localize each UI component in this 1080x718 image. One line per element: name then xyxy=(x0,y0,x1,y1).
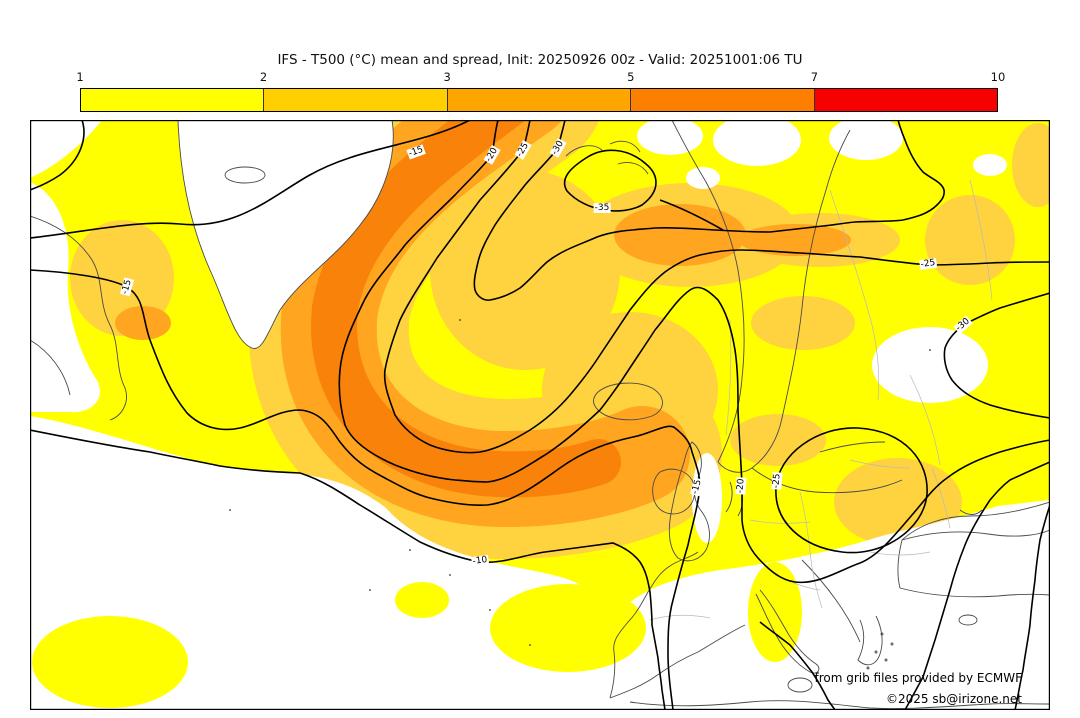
contour-minus35-closed xyxy=(563,149,657,212)
colorbar-segment xyxy=(264,89,448,111)
colorbar-segment xyxy=(631,89,815,111)
colorbar-tick: 5 xyxy=(627,70,635,84)
colorbar-segment xyxy=(447,89,632,111)
map-area: -15 -20 -25 -30 -35 -25 -30 -15 -10 -15 -20 -25 xyxy=(30,120,1050,710)
contour-topleft-segment xyxy=(30,120,85,191)
spread-fill-low xyxy=(30,120,1050,710)
contour-minus30 xyxy=(473,120,945,301)
country-borders xyxy=(649,179,993,621)
contour-minus15-trough xyxy=(30,269,701,710)
contour-minus25 xyxy=(383,120,1050,454)
spread-fill-islands xyxy=(32,562,802,708)
contour-minus15-greenland xyxy=(30,120,471,239)
contour-minus35-tail xyxy=(659,199,724,231)
colorbar-segments xyxy=(81,89,998,111)
colorbar-segment xyxy=(81,89,265,111)
chart-title: IFS - T500 (°C) mean and spread, Init: 2… xyxy=(277,52,803,68)
contour-south-italy xyxy=(759,621,836,710)
spread-fill-5-7 xyxy=(311,120,621,498)
colorbar-tick: 3 xyxy=(443,70,451,84)
colorbar xyxy=(80,88,998,112)
attribution-copyright: ©2025 sb@irizone.net xyxy=(886,692,1022,706)
colorbar-tick: 1 xyxy=(76,70,84,84)
contour-minus10 xyxy=(30,429,666,710)
contour-minus20 xyxy=(338,120,1050,584)
dot-markers xyxy=(229,319,931,646)
mean-contours xyxy=(30,120,1050,710)
colorbar-segment xyxy=(814,89,998,111)
contour-minus25-closed-low xyxy=(775,427,928,554)
colorbar-tick: 10 xyxy=(990,70,1006,84)
colorbar-tick: 2 xyxy=(259,70,268,84)
contour-turkey-2 xyxy=(1014,504,1050,710)
colorbar-tick: 7 xyxy=(810,70,819,84)
colorbar-tick-row: 1 2 3 5 7 10 xyxy=(76,70,1005,84)
contour-turkey-1 xyxy=(904,461,1050,710)
attribution: from grib files provided by ECMWF ©2025 … xyxy=(814,671,1022,713)
map-border xyxy=(30,120,1050,710)
map-canvas xyxy=(30,120,1050,710)
contour-minus30-east xyxy=(943,292,1050,419)
attribution-source: from grib files provided by ECMWF xyxy=(814,671,1022,685)
